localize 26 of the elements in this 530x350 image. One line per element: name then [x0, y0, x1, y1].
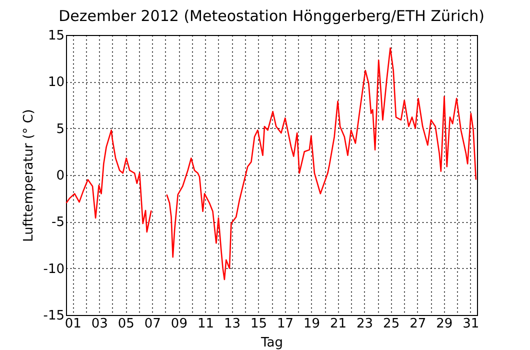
x-tick-label: 07 — [144, 316, 161, 332]
x-tick-label: 23 — [356, 316, 374, 332]
y-tick-label: 10 — [48, 75, 64, 90]
x-axis-title: Tag — [260, 336, 284, 350]
x-tick-label: 01 — [64, 316, 82, 332]
y-tick-label: -10 — [43, 262, 64, 277]
chart-title: Dezember 2012 (Meteostation Hönggerberg/ETH Zürich) — [58, 7, 484, 25]
y-axis-title: Lufttemperatur (° C) — [21, 109, 36, 242]
y-tick-label: -5 — [52, 215, 64, 230]
x-tick-label: 09 — [170, 316, 188, 332]
y-tick-label: -15 — [43, 308, 64, 324]
y-tick-label: 15 — [48, 28, 64, 44]
x-tick-label: 13 — [224, 316, 240, 332]
x-tick-label: 17 — [276, 316, 294, 332]
x-tick-label: 25 — [383, 316, 400, 332]
x-tick-label: 21 — [330, 316, 347, 332]
x-tick-label: 31 — [462, 316, 480, 332]
y-tick-label: 5 — [56, 122, 64, 137]
x-tick-label: 15 — [250, 316, 268, 332]
y-tick-label: 0 — [56, 168, 64, 184]
x-tick-label: 03 — [91, 316, 108, 332]
x-tick-label: 29 — [436, 316, 453, 332]
x-tick-label: 27 — [410, 316, 426, 332]
x-tick-label: 05 — [118, 316, 134, 332]
x-tick-label: 11 — [197, 316, 214, 332]
x-tick-label: 19 — [304, 316, 320, 332]
